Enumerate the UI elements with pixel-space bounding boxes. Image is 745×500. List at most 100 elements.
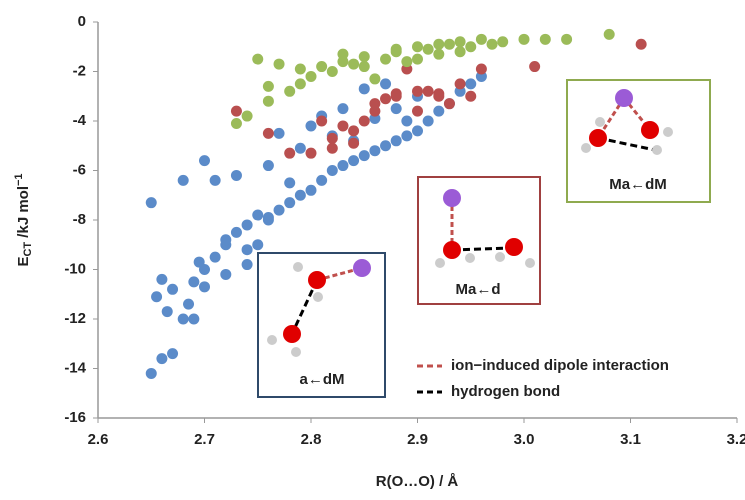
legend-label: hydrogen bond bbox=[451, 383, 560, 400]
point bbox=[369, 98, 380, 109]
point bbox=[156, 353, 167, 364]
point bbox=[369, 73, 380, 84]
y-label-sub: CT bbox=[22, 242, 34, 257]
point bbox=[433, 91, 444, 102]
point bbox=[391, 91, 402, 102]
point bbox=[412, 54, 423, 65]
point bbox=[337, 120, 348, 131]
point bbox=[151, 291, 162, 302]
point bbox=[348, 125, 359, 136]
point bbox=[391, 103, 402, 114]
inset-ma-d: Ma←d bbox=[418, 177, 540, 304]
point bbox=[433, 106, 444, 117]
page: R(O…O) / Å ECT /kJ mol−1 -16-14-12-10-8-… bbox=[0, 0, 745, 500]
y-label-sup: −1 bbox=[13, 173, 25, 186]
point bbox=[423, 116, 434, 127]
legend-label: ion−induced dipole interaction bbox=[451, 357, 669, 374]
point bbox=[252, 54, 263, 65]
point bbox=[263, 81, 274, 92]
point bbox=[401, 130, 412, 141]
point bbox=[274, 59, 285, 70]
point bbox=[380, 93, 391, 104]
point bbox=[316, 175, 327, 186]
point bbox=[242, 244, 253, 255]
point bbox=[337, 56, 348, 67]
point bbox=[359, 116, 370, 127]
point bbox=[242, 259, 253, 270]
point bbox=[199, 155, 210, 166]
point bbox=[220, 234, 231, 245]
point bbox=[348, 138, 359, 149]
point bbox=[348, 155, 359, 166]
point bbox=[369, 145, 380, 156]
point bbox=[391, 44, 402, 55]
point bbox=[188, 276, 199, 287]
x-axis-label: R(O…O) / Å bbox=[376, 473, 459, 490]
point bbox=[433, 39, 444, 50]
point bbox=[380, 54, 391, 65]
point bbox=[167, 348, 178, 359]
point bbox=[327, 66, 338, 77]
point bbox=[423, 86, 434, 97]
point bbox=[529, 61, 540, 72]
point bbox=[231, 227, 242, 238]
y-tick-label: -6 bbox=[73, 161, 86, 178]
point bbox=[455, 46, 466, 57]
point bbox=[412, 125, 423, 136]
point bbox=[295, 64, 306, 75]
point bbox=[284, 86, 295, 97]
point bbox=[476, 34, 487, 45]
point bbox=[210, 175, 221, 186]
y-label-unit: /kJ mol bbox=[15, 186, 32, 242]
y-tick-label: -4 bbox=[73, 112, 87, 129]
point bbox=[242, 111, 253, 122]
point bbox=[252, 210, 263, 221]
point bbox=[263, 160, 274, 171]
point bbox=[306, 120, 317, 131]
point bbox=[423, 44, 434, 55]
point bbox=[199, 281, 210, 292]
y-tick-label: -12 bbox=[64, 310, 86, 327]
point bbox=[231, 106, 242, 117]
point bbox=[284, 197, 295, 208]
point bbox=[316, 61, 327, 72]
point bbox=[455, 36, 466, 47]
point bbox=[401, 116, 412, 127]
x-tick-label: 2.6 bbox=[88, 431, 109, 448]
point bbox=[401, 56, 412, 67]
point bbox=[167, 284, 178, 295]
point bbox=[412, 41, 423, 52]
x-tick-label: 2.7 bbox=[194, 431, 215, 448]
point bbox=[433, 49, 444, 60]
point bbox=[146, 368, 157, 379]
point bbox=[519, 34, 530, 45]
point bbox=[146, 197, 157, 208]
point bbox=[284, 177, 295, 188]
y-tick-label: -8 bbox=[73, 211, 86, 228]
point bbox=[380, 78, 391, 89]
inset-a-dm: a←dM bbox=[258, 253, 385, 397]
point bbox=[274, 205, 285, 216]
point bbox=[178, 314, 189, 325]
point bbox=[316, 116, 327, 127]
point bbox=[295, 78, 306, 89]
y-tick-label: -10 bbox=[64, 260, 86, 277]
point bbox=[242, 219, 253, 230]
point bbox=[263, 96, 274, 107]
point bbox=[348, 59, 359, 70]
point bbox=[306, 185, 317, 196]
point bbox=[231, 118, 242, 129]
point bbox=[391, 135, 402, 146]
point bbox=[380, 140, 391, 151]
point bbox=[444, 98, 455, 109]
point bbox=[465, 91, 476, 102]
point bbox=[183, 299, 194, 310]
point bbox=[263, 212, 274, 223]
point bbox=[327, 165, 338, 176]
chart: R(O…O) / Å ECT /kJ mol−1 -16-14-12-10-8-… bbox=[0, 0, 745, 495]
point bbox=[476, 64, 487, 75]
inset-label: Ma←d bbox=[456, 281, 501, 298]
point bbox=[636, 39, 647, 50]
point bbox=[327, 143, 338, 154]
point bbox=[263, 128, 274, 139]
